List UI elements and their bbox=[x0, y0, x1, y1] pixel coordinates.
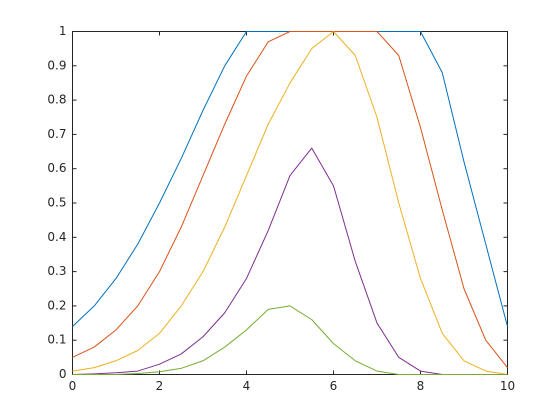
data-line bbox=[72, 31, 508, 327]
x-tick-label: 2 bbox=[156, 379, 164, 393]
x-tick-label: 10 bbox=[500, 379, 515, 393]
data-line bbox=[72, 147, 508, 375]
data-line bbox=[72, 31, 508, 375]
y-tick-label: 0.7 bbox=[47, 127, 66, 141]
x-tick-label: 4 bbox=[243, 379, 251, 393]
y-tick-label: 0.6 bbox=[47, 161, 66, 175]
x-tick-label: 8 bbox=[417, 379, 425, 393]
y-tick-label: 0.3 bbox=[47, 264, 66, 278]
data-line bbox=[72, 31, 508, 368]
x-tick-label: 6 bbox=[330, 379, 338, 393]
y-tick-label: 0 bbox=[59, 367, 67, 381]
y-tick-label: 0.5 bbox=[47, 196, 66, 210]
x-tick-label: 0 bbox=[69, 379, 77, 393]
y-tick-label: 0.4 bbox=[47, 230, 66, 244]
y-tick-label: 0.2 bbox=[47, 298, 66, 312]
y-tick-label: 0.9 bbox=[47, 58, 66, 72]
data-line bbox=[72, 305, 508, 375]
y-tick-label: 0.8 bbox=[47, 93, 66, 107]
y-tick-label: 1 bbox=[59, 24, 67, 38]
y-tick-label: 0.1 bbox=[47, 333, 66, 347]
